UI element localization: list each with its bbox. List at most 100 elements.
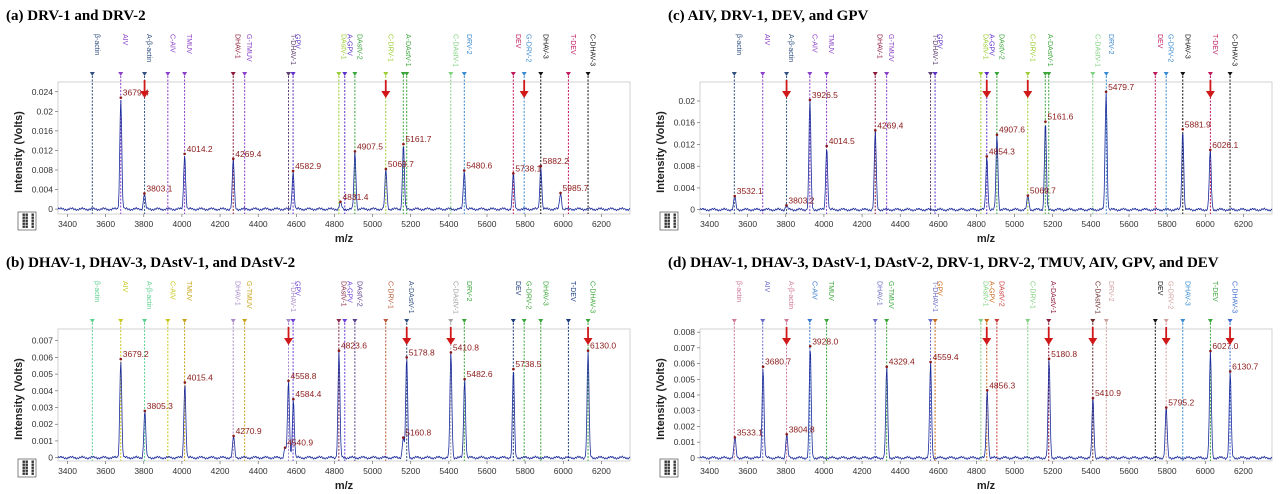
marker-arrowhead — [230, 72, 236, 76]
x-tick-label: 5200 — [1043, 219, 1062, 229]
marker-label: A-GPV — [345, 281, 352, 303]
x-tick-label: 4400 — [891, 466, 910, 476]
red-arrow-icon — [982, 80, 992, 98]
red-arrow-icon — [402, 327, 412, 345]
peak-point — [733, 194, 737, 198]
marker-arrowhead — [290, 72, 296, 76]
marker-arrowhead — [383, 319, 389, 323]
x-tick-label: 6000 — [554, 466, 573, 476]
y-tick-label: 0.004 — [32, 185, 54, 195]
y-tick-label: 0.004 — [674, 183, 696, 193]
peak-point — [463, 377, 466, 381]
marker-label: DAstV-1 — [339, 281, 346, 307]
spectrum-trace — [699, 349, 1273, 461]
marker-arrowhead — [118, 319, 124, 323]
marker-arrowhead — [142, 319, 148, 323]
marker-label: TMUV — [827, 34, 834, 54]
x-tick-label: 4200 — [211, 219, 230, 229]
spectrum-chart-c: 0.02 0.016 0.012 0.008 0.004 0 3400 3600 3800 400… — [655, 34, 1273, 245]
peak-point — [873, 129, 877, 132]
peak-label: 4584.4 — [295, 389, 321, 399]
marker-label: DRV-2 — [465, 281, 472, 302]
y-tick-label: 0.006 — [674, 359, 696, 369]
x-axis-label: m/z — [977, 233, 996, 245]
marker-label: G-TMUV — [245, 34, 252, 62]
marker-label: C-AIV — [810, 34, 817, 53]
marker-label: C-AIV — [810, 281, 817, 300]
peak-label: 5180.8 — [1051, 349, 1077, 359]
marker-arrowhead — [585, 72, 591, 76]
x-tick-label: 5000 — [1005, 466, 1024, 476]
marker-label: A-GPV — [987, 34, 994, 56]
peak-label: 4269.4 — [235, 149, 261, 159]
marker-label: DRV-2 — [1107, 34, 1114, 55]
marker-label: DEV — [1156, 34, 1163, 49]
x-tick-label: 5600 — [478, 466, 497, 476]
peak-label: 4823.6 — [341, 341, 367, 351]
peak-point — [785, 432, 789, 436]
peak-point — [119, 357, 123, 361]
marker-arrowhead — [230, 319, 236, 323]
marker-label: DHAV-1 — [876, 34, 883, 59]
peak-point — [292, 397, 295, 401]
marker-arrowhead — [1042, 72, 1048, 76]
marker-label: TMUV — [827, 281, 834, 301]
marker-label: G-TMUV — [887, 281, 894, 309]
plot-frame — [699, 81, 1273, 215]
peak-point — [512, 367, 515, 371]
peak-point — [825, 144, 828, 148]
panel-b: (b) DHAV-1, DHAV-3, DAstV-1, and DAstV-2… — [0, 247, 640, 494]
marker-label: DRV-2 — [465, 34, 472, 55]
peak-point — [512, 172, 515, 175]
marker-arrowhead — [984, 72, 990, 76]
x-tick-label: 5800 — [516, 466, 535, 476]
peak-point — [283, 446, 287, 449]
peak-point — [733, 436, 737, 439]
peak-point — [231, 157, 235, 161]
peak-point — [401, 436, 405, 439]
marker-arrowhead — [565, 72, 571, 76]
marker-arrowhead — [1152, 72, 1158, 76]
peak-point — [586, 349, 590, 353]
marker-arrowhead — [336, 319, 342, 323]
marker-arrowhead — [872, 319, 878, 323]
red-arrow-icon — [446, 327, 456, 345]
peak-point — [808, 344, 812, 348]
y-tick-label: 0.016 — [674, 118, 696, 128]
marker-arrowhead — [928, 72, 934, 76]
marker-arrowhead — [118, 72, 124, 76]
peak-point — [143, 409, 147, 413]
marker-arrowhead — [404, 319, 410, 323]
peak-label: 4270.9 — [236, 426, 262, 436]
marker-arrowhead — [342, 319, 348, 323]
marker-arrowhead — [448, 72, 454, 76]
marker-label: T-DEV — [569, 34, 576, 55]
marker-label: G-TMUV — [245, 281, 252, 309]
red-arrow-icon — [284, 327, 294, 345]
peak-point — [985, 388, 989, 392]
x-tick-label: 5800 — [1158, 466, 1177, 476]
red-arrow-icon — [519, 80, 529, 98]
marker-arrowhead — [731, 319, 737, 323]
peak-point — [1181, 127, 1185, 131]
peak-label: 4015.4 — [187, 372, 213, 382]
marker-label: A-GPV — [987, 281, 994, 303]
marker-label: GPV — [936, 281, 943, 296]
x-tick-label: 4600 — [929, 219, 948, 229]
marker-label: DHAV-1 — [234, 34, 241, 59]
peak-label: 3804.8 — [789, 424, 815, 434]
panel-title: (a) DRV-1 and DRV-2 — [6, 8, 146, 24]
x-tick-label: 6200 — [1234, 219, 1253, 229]
plot-frame — [57, 81, 631, 215]
marker-label: A-β-actin — [787, 281, 794, 309]
marker-label: C-DRV-1 — [386, 281, 393, 309]
marker-arrowhead — [182, 319, 188, 323]
peak-point — [353, 150, 357, 153]
peak-label: 5160.8 — [405, 428, 431, 438]
spectrum-chart-b: 0.007 0.006 0.005 0.004 0.003 0.002 0.001 0 3400… — [13, 281, 631, 492]
peak-point — [885, 365, 889, 369]
peak-label: 3679.2 — [123, 349, 149, 359]
x-tick-label: 5000 — [363, 219, 382, 229]
marker-label: G-TMUV — [887, 34, 894, 62]
panel-a: (a) DRV-1 and DRV-2 0.024 0.02 0.016 0.012 0… — [0, 0, 640, 247]
